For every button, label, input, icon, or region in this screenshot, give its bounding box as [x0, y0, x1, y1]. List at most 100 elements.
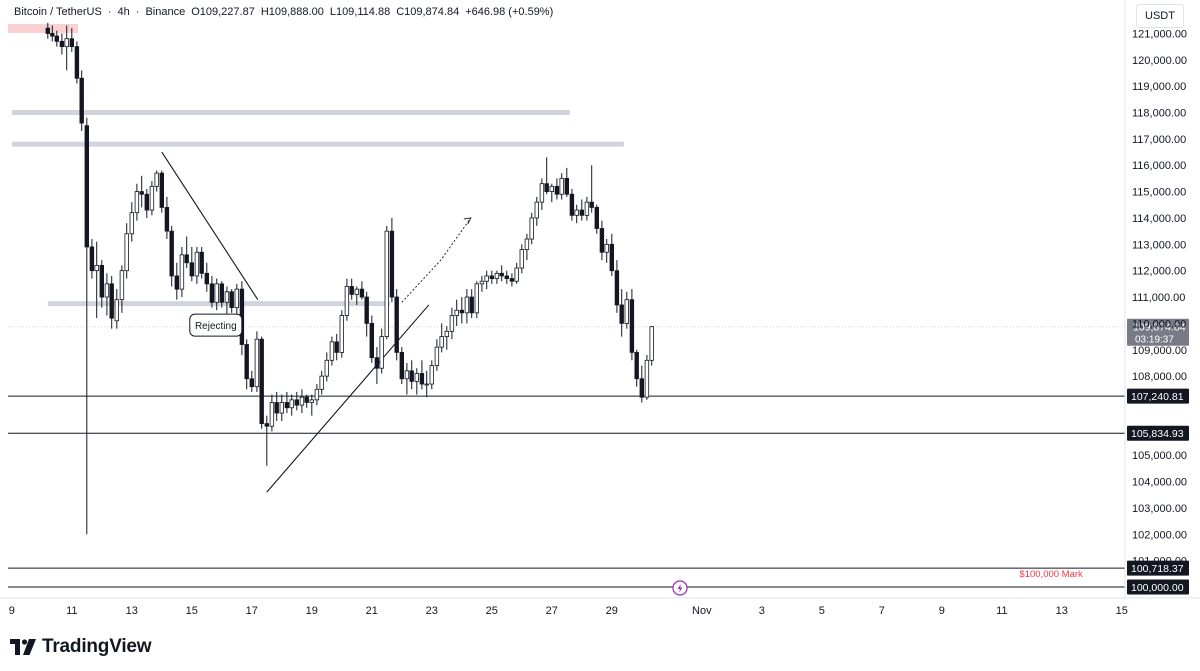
candle-down[interactable]: [634, 351, 639, 380]
candle-up[interactable]: [584, 201, 590, 216]
candle-up[interactable]: [314, 388, 320, 401]
resistance-zone[interactable]: [47, 301, 390, 307]
candle-down[interactable]: [199, 251, 204, 274]
candle-down[interactable]: [614, 270, 620, 306]
candle-down[interactable]: [45, 27, 50, 34]
candle-up[interactable]: [444, 330, 449, 337]
candle-down[interactable]: [564, 178, 569, 195]
candle-down[interactable]: [50, 33, 55, 37]
candle-up[interactable]: [404, 370, 410, 380]
candle-up[interactable]: [464, 296, 470, 314]
candle-up[interactable]: [624, 299, 629, 324]
trendline[interactable]: [161, 151, 259, 300]
candle-down[interactable]: [259, 338, 264, 424]
candle-down[interactable]: [509, 278, 515, 282]
candle-up[interactable]: [514, 267, 519, 282]
candle-up[interactable]: [64, 38, 69, 48]
candle-up[interactable]: [604, 243, 609, 253]
candle-up[interactable]: [529, 217, 534, 240]
candle-down[interactable]: [469, 296, 474, 314]
projection-path[interactable]: [401, 217, 472, 303]
candle-up[interactable]: [179, 254, 185, 290]
candle-down[interactable]: [109, 283, 114, 319]
candle-down[interactable]: [144, 193, 149, 211]
tradingview-logo[interactable]: TradingView: [10, 636, 152, 658]
supply-highlight[interactable]: [8, 24, 78, 33]
candle-down[interactable]: [334, 341, 339, 353]
candle-down[interactable]: [184, 254, 189, 264]
candle-up[interactable]: [454, 309, 459, 316]
candle-down[interactable]: [79, 77, 84, 124]
candle-down[interactable]: [204, 272, 209, 285]
candle-up[interactable]: [289, 399, 294, 409]
candle-up[interactable]: [479, 280, 485, 285]
candle-up[interactable]: [119, 270, 125, 301]
candle-up[interactable]: [524, 238, 530, 250]
candle-up[interactable]: [329, 341, 335, 361]
candle-up[interactable]: [114, 299, 119, 322]
candle-down[interactable]: [249, 378, 254, 388]
candle-up[interactable]: [484, 275, 489, 282]
resistance-zone[interactable]: [11, 141, 624, 147]
candle-down[interactable]: [164, 207, 170, 232]
candle-up[interactable]: [559, 178, 564, 195]
candle-up[interactable]: [549, 185, 554, 193]
candle-up[interactable]: [319, 375, 324, 390]
interval[interactable]: 4h: [117, 6, 130, 18]
candle-up[interactable]: [384, 230, 389, 337]
candle-down[interactable]: [169, 230, 174, 277]
candle-up[interactable]: [539, 183, 545, 203]
candle-down[interactable]: [349, 286, 354, 295]
candle-up[interactable]: [129, 212, 134, 235]
candle-down[interactable]: [244, 344, 249, 380]
candle-down[interactable]: [264, 423, 269, 427]
candle-down[interactable]: [579, 209, 584, 216]
candle-down[interactable]: [639, 378, 644, 398]
symbol-name[interactable]: Bitcoin / TetherUS: [14, 6, 102, 18]
candle-down[interactable]: [59, 40, 65, 48]
candle-down[interactable]: [569, 193, 575, 216]
candle-down[interactable]: [504, 275, 509, 279]
candle-up[interactable]: [449, 315, 455, 332]
candle-down[interactable]: [544, 183, 549, 193]
rejecting-callout[interactable]: [189, 313, 243, 337]
candle-down[interactable]: [589, 201, 594, 208]
candle-down[interactable]: [294, 399, 299, 406]
candle-up[interactable]: [324, 359, 329, 377]
candle-down[interactable]: [499, 272, 504, 277]
candle-up[interactable]: [269, 402, 275, 427]
candle-up[interactable]: [429, 365, 434, 385]
candle-down[interactable]: [284, 402, 290, 409]
candle-down[interactable]: [89, 246, 95, 272]
candle-down[interactable]: [274, 402, 279, 414]
candle-up[interactable]: [134, 191, 140, 214]
trendline[interactable]: [266, 304, 430, 493]
candle-down[interactable]: [459, 309, 464, 314]
candle-up[interactable]: [104, 283, 110, 298]
candle-down[interactable]: [99, 265, 104, 298]
candle-up[interactable]: [154, 172, 159, 187]
candle-up[interactable]: [224, 291, 230, 303]
candle-down[interactable]: [619, 304, 624, 324]
candle-down[interactable]: [74, 46, 80, 79]
candle-down[interactable]: [554, 185, 560, 195]
candle-down[interactable]: [219, 283, 224, 303]
candle-down[interactable]: [389, 230, 395, 298]
candle-down[interactable]: [359, 288, 365, 298]
candle-down[interactable]: [594, 207, 599, 229]
candle-down[interactable]: [369, 322, 374, 359]
candle-up[interactable]: [434, 346, 440, 366]
candle-up[interactable]: [644, 359, 650, 398]
candle-down[interactable]: [229, 291, 234, 308]
candle-down[interactable]: [84, 125, 89, 248]
candle-up[interactable]: [379, 336, 384, 369]
candle-up[interactable]: [519, 249, 524, 269]
candle-up[interactable]: [94, 265, 99, 272]
candle-up[interactable]: [279, 402, 284, 414]
candle-down[interactable]: [364, 296, 369, 324]
candle-up[interactable]: [439, 336, 444, 348]
candle-up[interactable]: [344, 286, 350, 316]
candle-down[interactable]: [629, 299, 635, 353]
candle-down[interactable]: [609, 243, 614, 272]
